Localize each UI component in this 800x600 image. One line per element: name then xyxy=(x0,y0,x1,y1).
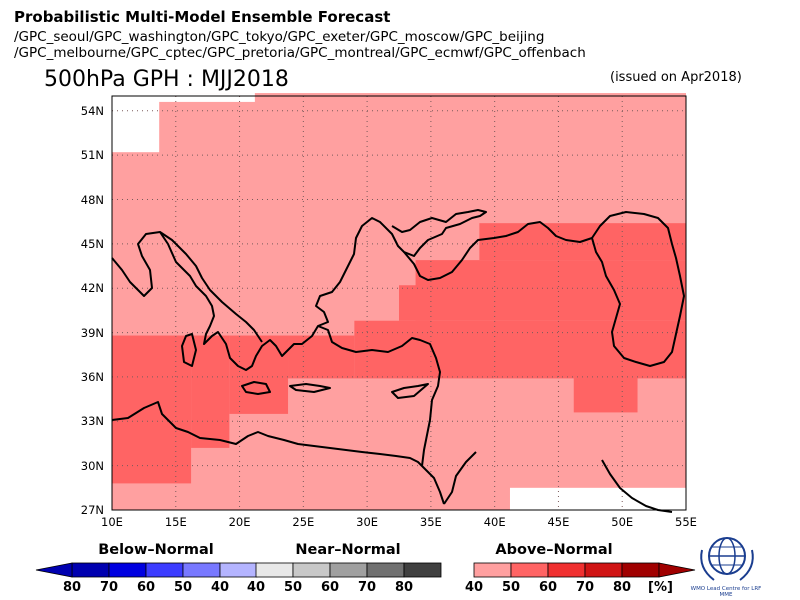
lon-tick-label: 20E xyxy=(228,515,251,529)
legend-swatch xyxy=(219,562,258,578)
legend-label: 50 xyxy=(501,580,521,595)
lat-tick-label: 42N xyxy=(80,281,104,296)
legend-swatch xyxy=(108,562,147,578)
legend-near-title: Near–Normal xyxy=(295,542,401,558)
legend-swatch xyxy=(584,562,623,578)
region-above-50 xyxy=(191,335,230,448)
legend-swatch xyxy=(403,562,442,578)
legend-label: 70 xyxy=(99,580,119,595)
issued-date: (issued on Apr2018) xyxy=(610,70,742,85)
coastline-sicily xyxy=(241,381,271,395)
legend-arrow xyxy=(658,562,696,578)
lon-tick-label: 50E xyxy=(611,515,634,529)
lat-tick-label: 54N xyxy=(80,103,104,118)
legend-above-title: Above–Normal xyxy=(495,542,613,558)
legend-swatch xyxy=(145,562,184,578)
region-above-50 xyxy=(415,260,686,321)
lon-tick-label: 35E xyxy=(419,515,442,529)
coastlines xyxy=(111,209,685,513)
wmo-logo-icon xyxy=(700,537,754,581)
coastline-africa xyxy=(111,401,445,505)
lat-tick-label: 45N xyxy=(80,236,104,251)
legend-label: 60 xyxy=(538,580,558,595)
lat-tick-label: 36N xyxy=(80,369,104,384)
legend-label: 40 xyxy=(246,580,266,595)
coastline-adriatic xyxy=(159,231,263,343)
legend-arrow xyxy=(35,562,73,578)
coastline-red-sea xyxy=(443,451,477,505)
region-above-50 xyxy=(354,320,686,379)
legend-swatch xyxy=(473,562,512,578)
gpc-list-line-2: /GPC_melbourne/GPC_cptec/GPC_pretoria/GP… xyxy=(14,45,586,61)
coastline-black-sea xyxy=(403,221,593,281)
legend-label: 40 xyxy=(464,580,484,595)
coastline-caspian xyxy=(591,211,685,367)
coastline-sardinia xyxy=(181,333,197,367)
coastline-europe xyxy=(111,209,487,371)
legend-swatch xyxy=(621,562,660,578)
coastline-cyprus xyxy=(391,383,429,399)
legend-swatch xyxy=(366,562,405,578)
legend-unit: [%] xyxy=(648,580,673,595)
logo-caption: WMO Lead Centre for LRF MME xyxy=(690,586,762,598)
lat-tick-label: 27N xyxy=(80,503,104,517)
legend-swatch xyxy=(292,562,331,578)
lon-tick-label: 25E xyxy=(292,515,315,529)
lon-tick-label: 30E xyxy=(356,515,379,529)
probability-grid xyxy=(112,93,686,511)
legend-swatch xyxy=(329,562,368,578)
legend-label: 80 xyxy=(394,580,414,595)
region-above-50 xyxy=(288,335,355,379)
legend-below-title: Below–Normal xyxy=(98,542,214,558)
gpc-list-line-1: /GPC_seoul/GPC_washington/GPC_tokyo/GPC_… xyxy=(14,29,545,45)
lon-tick-label: 15E xyxy=(164,515,187,529)
legend-label: 60 xyxy=(320,580,340,595)
legend-swatch xyxy=(182,562,221,578)
lon-tick-label: 10E xyxy=(101,515,123,529)
main-title: Probabilistic Multi-Model Ensemble Forec… xyxy=(14,8,391,26)
lat-tick-label: 48N xyxy=(80,192,104,207)
lat-tick-label: 30N xyxy=(80,458,104,473)
legend-label: 60 xyxy=(136,580,156,595)
legend-swatch xyxy=(255,562,294,578)
region-above-50 xyxy=(573,376,638,413)
region-no-signal xyxy=(112,93,160,153)
legend-label: 50 xyxy=(283,580,303,595)
legend-label: 50 xyxy=(173,580,193,595)
legend-label: 80 xyxy=(62,580,82,595)
region-above-50 xyxy=(399,285,431,321)
lat-tick-label: 39N xyxy=(80,325,104,340)
legend-swatch xyxy=(71,562,110,578)
region-no-signal xyxy=(112,93,255,102)
lon-tick-label: 45E xyxy=(547,515,570,529)
legend-swatch xyxy=(510,562,549,578)
lon-tick-label: 40E xyxy=(483,515,506,529)
lon-tick-label: 55E xyxy=(675,515,697,529)
coastline-anatolia xyxy=(317,325,441,467)
legend-label: 70 xyxy=(357,580,377,595)
coastline-crete xyxy=(289,383,331,393)
legend-label: 70 xyxy=(575,580,595,595)
lat-tick-label: 33N xyxy=(80,414,104,429)
legend-label: 40 xyxy=(210,580,230,595)
map-title: 500hPa GPH : MJJ2018 xyxy=(44,67,289,92)
lat-tick-label: 51N xyxy=(80,148,104,163)
map-frame xyxy=(111,95,687,511)
region-above-50 xyxy=(112,335,192,484)
legend-swatch xyxy=(547,562,586,578)
legend-label: 80 xyxy=(612,580,632,595)
